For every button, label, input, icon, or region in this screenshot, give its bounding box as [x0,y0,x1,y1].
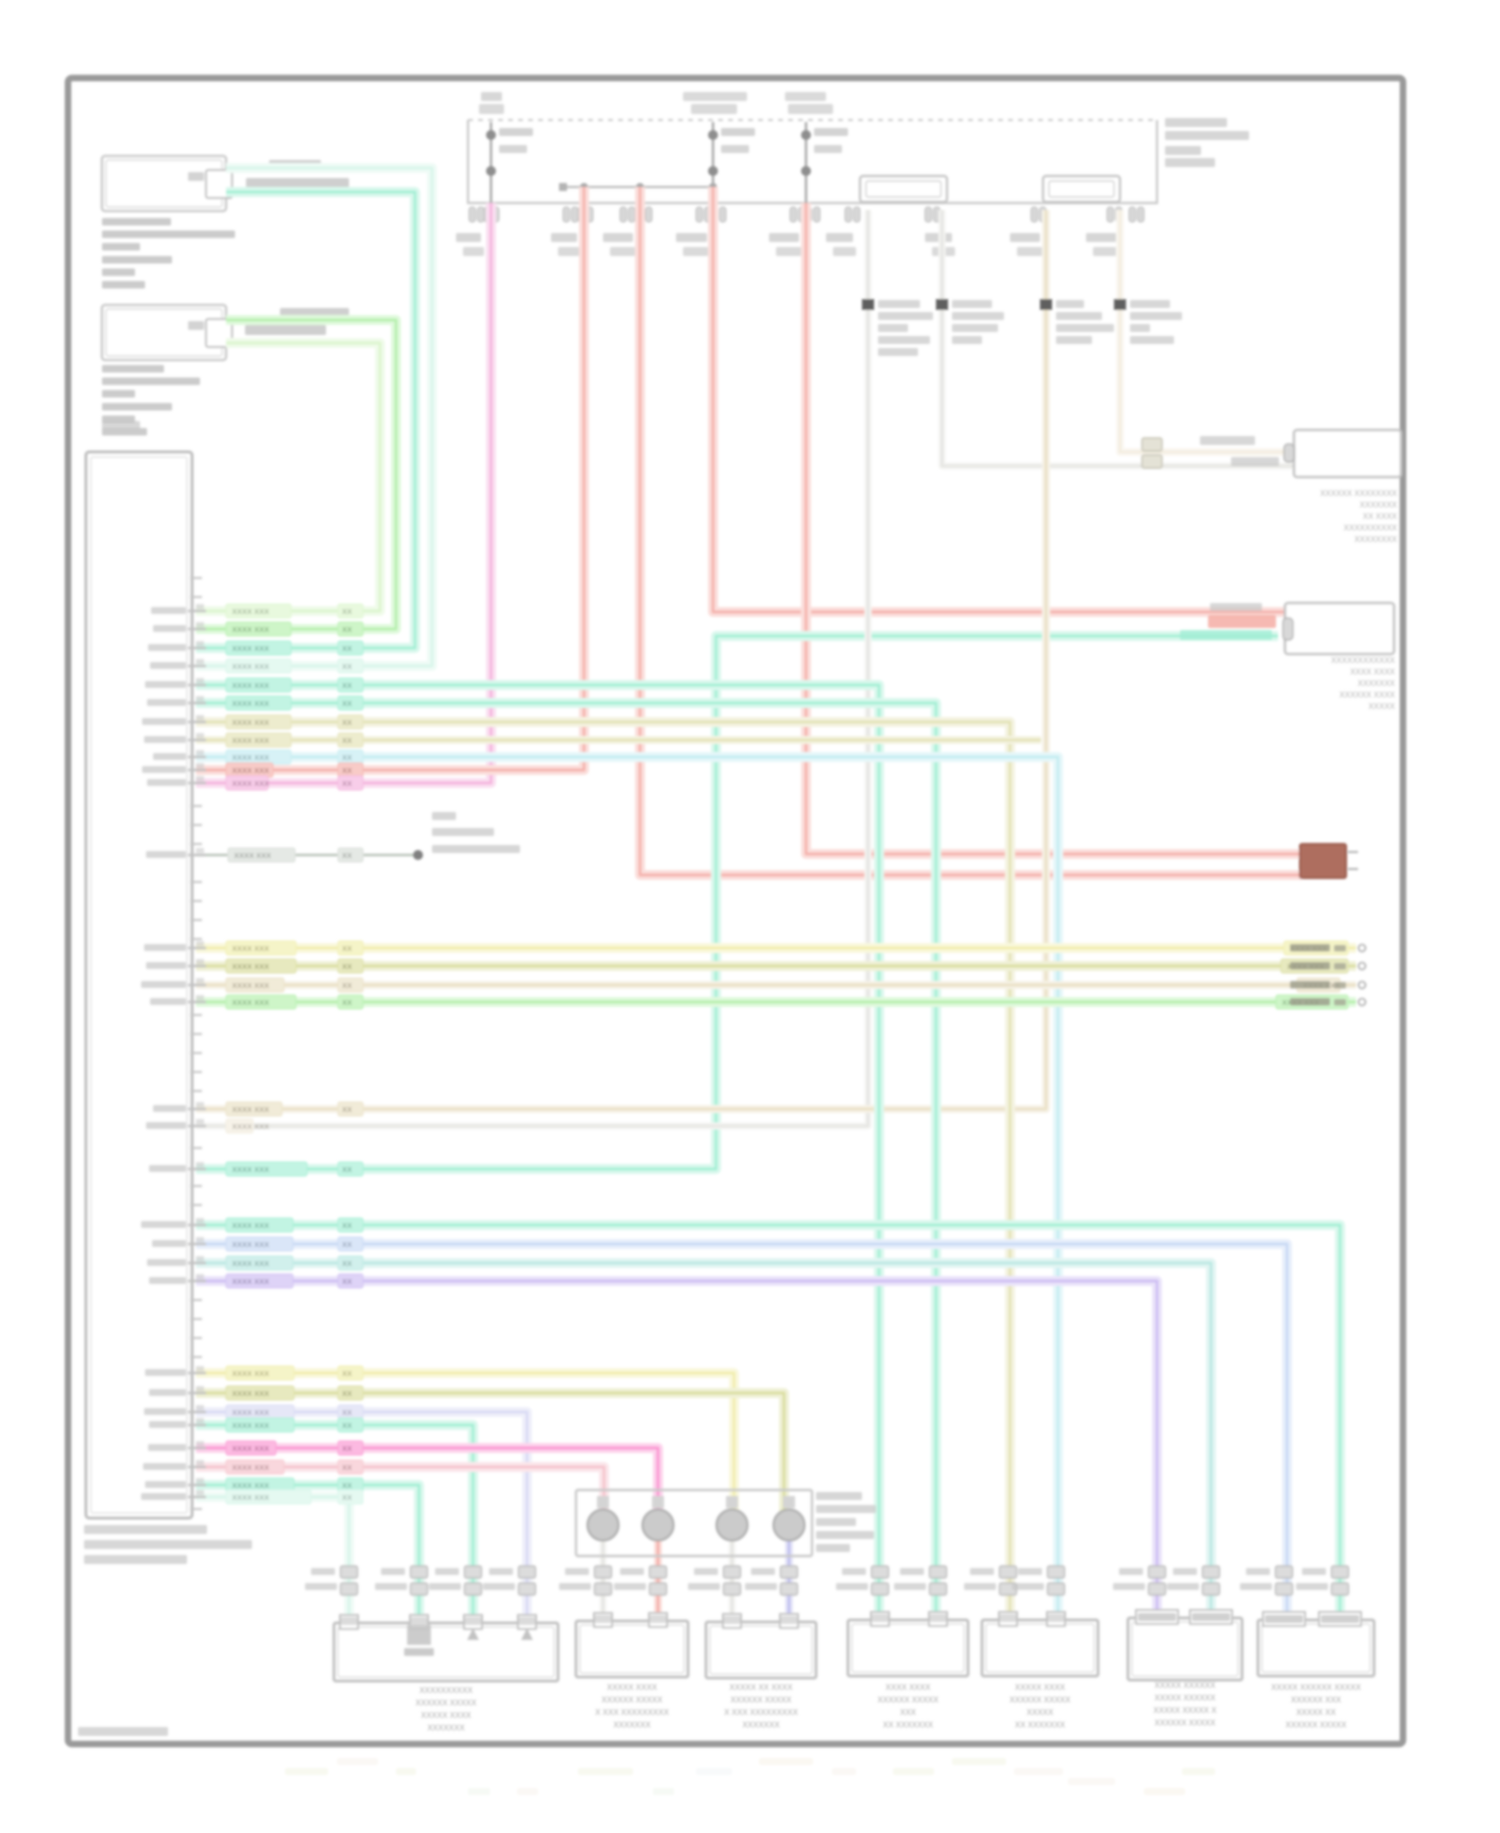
svg-text:XXXX XXX: XXXX XXX [232,1421,269,1430]
svg-text:XXXX XXX: XXXX XXX [232,962,269,971]
svg-text:XX: XX [342,1105,352,1114]
svg-text:XXXXXX XXXXX: XXXXXX XXXXX [1286,1721,1348,1730]
svg-text:XXXX XXX: XXXX XXX [232,1122,269,1131]
svg-text:XX: XX [342,681,352,690]
svg-text:XX: XX [342,662,352,671]
svg-text:XX: XX [342,779,352,788]
svg-text:XX: XX [342,1463,352,1472]
svg-text:XX: XX [342,1421,352,1430]
svg-text:XX: XX [342,962,352,971]
svg-text:XX: XX [342,1165,352,1174]
svg-text:XX XXXXXXX: XX XXXXXXX [1015,1721,1066,1730]
svg-text:XXXX XXX: XXXX XXX [232,1165,269,1174]
svg-text:XX: XX [342,944,352,953]
svg-text:XXXXXXX: XXXXXXX [1358,679,1396,688]
svg-text:XXXXXXX: XXXXXXX [1360,501,1398,510]
svg-text:XXXX XXX: XXXX XXX [234,851,271,860]
svg-text:XXXX XXX: XXXX XXX [232,1369,269,1378]
svg-text:XXXX XXX: XXXX XXX [232,1389,269,1398]
svg-text:XX: XX [342,753,352,762]
svg-text:XXXX XXX: XXXX XXX [232,779,269,788]
svg-text:XXXX XXX: XXXX XXX [232,1240,269,1249]
svg-text:XX XXXX: XX XXXX [1363,512,1398,521]
svg-text:XXXXX XXXXXX: XXXXX XXXXXX [1155,1694,1217,1703]
svg-text:XXXXXXX: XXXXXXX [613,1721,651,1730]
svg-text:XX: XX [342,1369,352,1378]
svg-text:XXXX XXXX: XXXX XXXX [1350,668,1396,677]
svg-text:XXXX XXX: XXXX XXX [232,1481,269,1490]
svg-text:XXXXXXX: XXXXXXX [742,1721,780,1730]
svg-text:XXXX XXX: XXXX XXX [232,736,269,745]
svg-text:XXXX XXX: XXXX XXX [232,644,269,653]
svg-text:XXXXXX XXXXX: XXXXXX XXXXX [878,1696,940,1705]
svg-text:XXXX XXX: XXXX XXX [232,981,269,990]
svg-text:XXXX XXX: XXXX XXX [232,625,269,634]
svg-text:XX: XX [342,1259,352,1268]
svg-text:XXXXX: XXXXX [1027,1708,1054,1717]
svg-text:XX: XX [342,1493,352,1502]
svg-text:XXXXX XXXX: XXXXX XXXX [1015,1683,1066,1692]
svg-text:XXXX XXX: XXXX XXX [232,753,269,762]
svg-text:XX: XX [342,625,352,634]
svg-text:XX: XX [342,998,352,1007]
svg-text:XXXXX XXXX: XXXXX XXXX [607,1683,658,1692]
svg-text:XXXXXXXXXX: XXXXXXXXXX [1344,524,1398,533]
svg-text:XX: XX [342,1277,352,1286]
svg-text:XXXX XXX: XXXX XXX [232,1105,269,1114]
svg-text:XXXX XXX: XXXX XXX [232,699,269,708]
svg-text:XXXXX: XXXXX [1368,702,1395,711]
svg-text:XX: XX [342,1389,352,1398]
svg-text:XXXXX XXXXXX XXXXX: XXXXX XXXXXX XXXXX [1271,1683,1361,1692]
svg-text:XXXX XXX: XXXX XXX [232,998,269,1007]
svg-text:X XXX XXXXXXXXX: X XXX XXXXXXXXX [724,1708,798,1717]
svg-text:XX: XX [342,766,352,775]
svg-text:XXXX XXXX: XXXX XXXX [886,1683,932,1692]
svg-text:XXXXXXXX: XXXXXXXX [1354,535,1397,544]
svg-text:XX: XX [342,1444,352,1453]
svg-text:XXXXXX XXXXX: XXXXXX XXXXX [416,1699,478,1708]
svg-text:XXXX XXX: XXXX XXX [232,662,269,671]
svg-text:XXXX XXX: XXXX XXX [232,607,269,616]
svg-text:XXX: XXX [900,1708,917,1717]
svg-text:XX: XX [342,1240,352,1249]
svg-text:XXXXXX XXXX: XXXXXX XXXX [1339,691,1395,700]
svg-text:XXXXX XX XXXX: XXXXX XX XXXX [729,1683,793,1692]
svg-text:XXXXXXX: XXXXXXX [427,1724,465,1733]
svg-text:XXXX XXX: XXXX XXX [232,1493,269,1502]
svg-text:XXXX XXX: XXXX XXX [232,1444,269,1453]
svg-text:XX: XX [342,736,352,745]
svg-text:XXXX XXX: XXXX XXX [232,944,269,953]
svg-text:XXXXXXXXXXXX: XXXXXXXXXXXX [1331,656,1396,665]
svg-text:XXXXXX XXXXX: XXXXXX XXXXX [1155,1719,1217,1728]
svg-text:XXXX XXX: XXXX XXX [232,1259,269,1268]
svg-text:XXXXXX XXXXX: XXXXXX XXXXX [1010,1696,1072,1705]
svg-text:XXXXXX XXXXX: XXXXXX XXXXX [602,1696,664,1705]
svg-text:XXXXX XXXXXX: XXXXX XXXXXX [1155,1681,1217,1690]
svg-text:XXXX XXX: XXXX XXX [232,1408,269,1417]
svg-text:XXXX XXX: XXXX XXX [232,1463,269,1472]
svg-text:XXXXXX XXXXXXXX: XXXXXX XXXXXXXX [1320,489,1398,498]
svg-text:XXXXX XXXX: XXXXX XXXX [421,1711,472,1720]
svg-text:XXXX XXX: XXXX XXX [232,1221,269,1230]
svg-text:XXXX XXX: XXXX XXX [232,766,269,775]
svg-text:XX: XX [342,1408,352,1417]
svg-text:XX: XX [342,607,352,616]
svg-text:XX XXXXXXX: XX XXXXXXX [883,1721,934,1730]
svg-text:XXXXX XX: XXXXX XX [1296,1708,1336,1717]
svg-text:XX: XX [342,851,352,860]
svg-text:XX: XX [342,981,352,990]
svg-text:XX: XX [342,718,352,727]
svg-text:XXXX XXX: XXXX XXX [232,1277,269,1286]
svg-text:XXXX XXX: XXXX XXX [232,681,269,690]
svg-text:XX: XX [342,1221,352,1230]
svg-text:X XXX XXXXXXXXX: X XXX XXXXXXXXX [595,1708,669,1717]
svg-text:XX: XX [342,644,352,653]
svg-text:XX: XX [342,1481,352,1490]
svg-text:XXXXXX XXX: XXXXXX XXX [1291,1696,1342,1705]
svg-text:XX: XX [342,699,352,708]
svg-text:XXXXXX XXXXX: XXXXXX XXXXX [731,1696,793,1705]
svg-text:XXXX XXX: XXXX XXX [232,718,269,727]
svg-text:XXXXX XXXXX X: XXXXX XXXXX X [1153,1706,1217,1715]
svg-text:XXXXXXXXXX: XXXXXXXXXX [419,1686,473,1695]
